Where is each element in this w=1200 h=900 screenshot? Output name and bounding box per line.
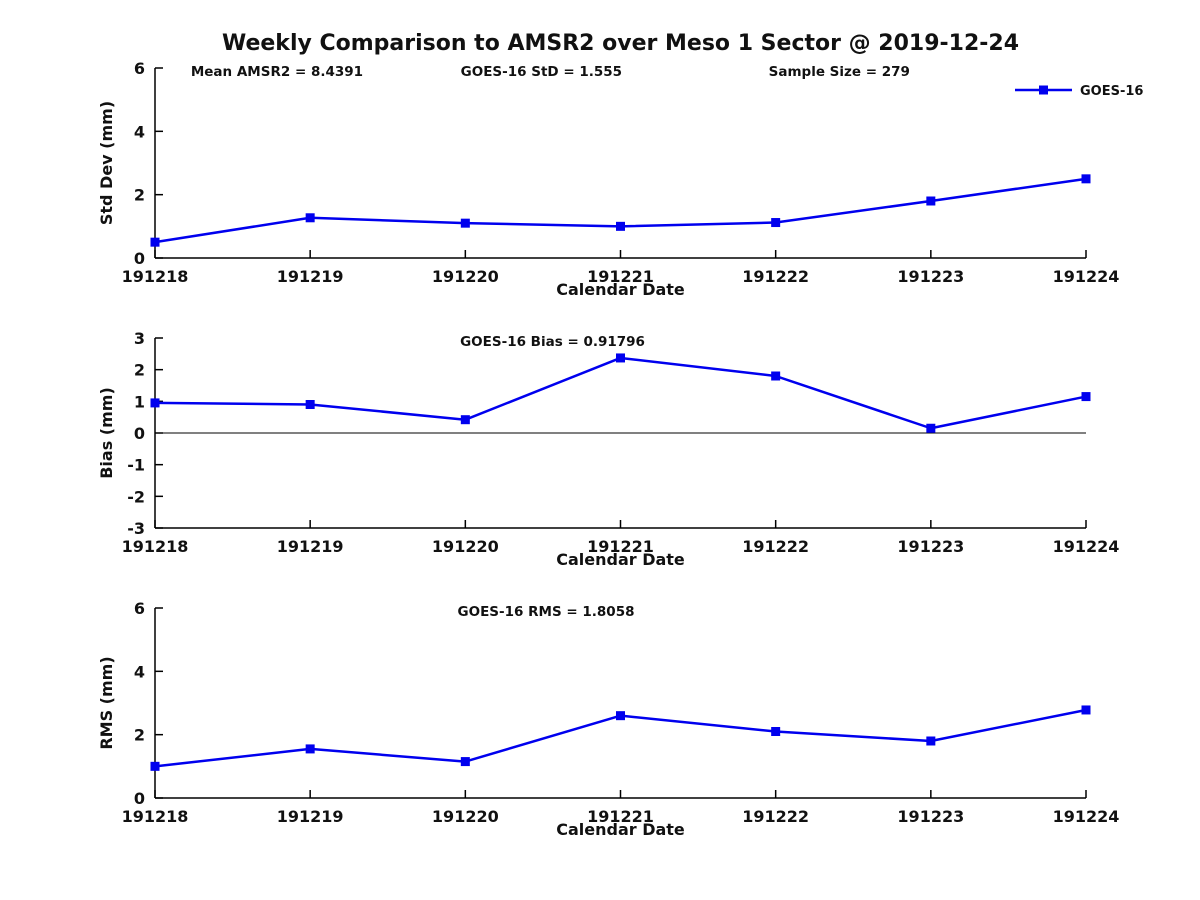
- series-line-std-dev: [154, 177, 1087, 244]
- x-tick-label: 191223: [897, 807, 964, 826]
- data-point-marker: [771, 218, 781, 228]
- y-tick-label: -2: [127, 487, 145, 506]
- x-tick-label: 191219: [277, 267, 344, 286]
- subplot-rms: 0 2 4 6 191218 191219 191220 191221 191222 191223…: [97, 599, 1119, 839]
- y-tick-label: 3: [134, 329, 145, 348]
- data-point-marker: [460, 218, 470, 228]
- data-point-marker: [150, 237, 160, 247]
- subplot-std-dev: 0 2 4 6 191218 191219 191220 191221 191222 191223…: [97, 59, 1143, 299]
- y-axis-label: RMS (mm): [97, 656, 116, 749]
- annotation: Mean AMSR2 = 8.4391: [191, 64, 363, 80]
- data-point-marker: [305, 213, 315, 223]
- y-tick-label: 0: [134, 789, 145, 808]
- x-tick-label: 191224: [1053, 807, 1120, 826]
- figure-title: Weekly Comparison to AMSR2 over Meso 1 S…: [221, 31, 1020, 56]
- series-line-bias: [154, 356, 1087, 430]
- x-tick-label: 191224: [1053, 537, 1120, 556]
- x-tick-label: 191220: [432, 267, 499, 286]
- y-tick-label: -1: [127, 456, 145, 475]
- x-tick-label: 191218: [122, 267, 189, 286]
- x-tick-label: 191218: [122, 807, 189, 826]
- x-tick-label: 191221: [587, 807, 654, 826]
- data-point-marker: [460, 757, 470, 767]
- x-tick-label: 191220: [432, 807, 499, 826]
- data-point-marker: [150, 398, 160, 408]
- data-point-marker: [771, 727, 781, 736]
- y-tick-label: 6: [134, 599, 145, 618]
- y-tick-label: 2: [134, 726, 145, 745]
- data-point-marker: [926, 196, 936, 206]
- data-point-marker: [460, 415, 470, 425]
- data-point-marker: [616, 353, 625, 363]
- data-point-marker: [771, 371, 781, 381]
- y-tick-label: 0: [134, 249, 145, 268]
- y-tick-label: 2: [134, 186, 145, 205]
- x-tick-label: 191223: [897, 537, 964, 556]
- legend-marker: [1039, 85, 1048, 95]
- x-axis-label: Calendar Date: [556, 820, 685, 839]
- data-point-marker: [926, 423, 936, 433]
- x-tick-label: 191222: [742, 537, 809, 556]
- y-tick-label: 4: [134, 662, 145, 681]
- x-tick-label: 191218: [122, 537, 189, 556]
- y-tick-label: 2: [134, 361, 145, 380]
- y-tick-label: 6: [134, 59, 145, 78]
- data-point-marker: [926, 736, 936, 746]
- x-tick-label: 191221: [587, 267, 654, 286]
- legend: GOES-16: [1015, 84, 1143, 99]
- data-point-marker: [616, 711, 625, 721]
- data-point-marker: [150, 761, 160, 771]
- y-axis-label: Bias (mm): [97, 387, 116, 479]
- annotation: Sample Size = 279: [769, 64, 910, 80]
- x-axis-label: Calendar Date: [556, 550, 685, 569]
- data-point-marker: [1081, 392, 1091, 402]
- x-axis-label: Calendar Date: [556, 280, 685, 299]
- annotation: GOES-16 StD = 1.555: [461, 64, 622, 80]
- x-tick-label: 191223: [897, 267, 964, 286]
- y-tick-label: 1: [134, 392, 145, 411]
- annotation: GOES-16 RMS = 1.8058: [458, 604, 635, 620]
- x-tick-label: 191219: [277, 537, 344, 556]
- legend-label: GOES-16: [1080, 84, 1143, 99]
- x-tick-label: 191219: [277, 807, 344, 826]
- y-tick-label: 4: [134, 122, 145, 141]
- data-point-marker: [305, 400, 315, 409]
- data-point-marker: [305, 744, 315, 754]
- x-tick-label: 191224: [1053, 267, 1120, 286]
- data-point-marker: [1081, 705, 1091, 715]
- x-tick-label: 191221: [587, 537, 654, 556]
- x-tick-label: 191220: [432, 537, 499, 556]
- x-tick-label: 191222: [742, 807, 809, 826]
- data-point-marker: [1081, 174, 1091, 184]
- y-tick-label: 0: [134, 424, 145, 443]
- annotation: GOES-16 Bias = 0.91796: [460, 334, 645, 350]
- x-tick-label: 191222: [742, 267, 809, 286]
- y-tick-label: -3: [127, 519, 145, 538]
- y-axis-label: Std Dev (mm): [97, 101, 116, 225]
- data-point-marker: [616, 221, 625, 231]
